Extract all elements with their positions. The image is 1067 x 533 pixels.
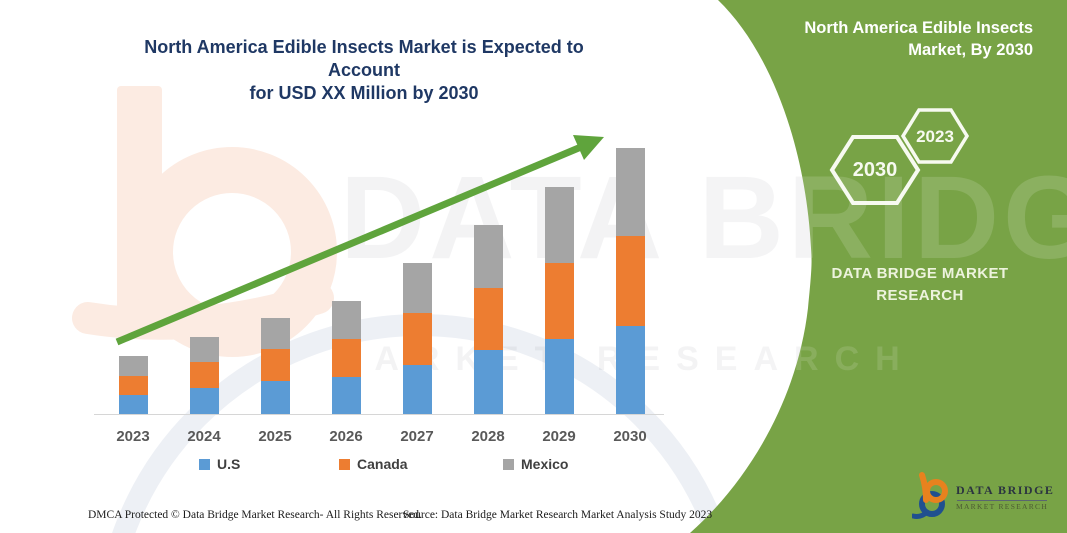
data-bridge-logo: DATA BRIDGE MARKET RESEARCH bbox=[912, 470, 1055, 520]
chart-title: North America Edible Insects Market is E… bbox=[114, 36, 614, 105]
x-axis-line bbox=[94, 414, 664, 415]
bar-segment-mexico-2023 bbox=[118, 356, 148, 376]
bar-segment-us-2025 bbox=[260, 381, 290, 414]
x-tick-2028: 2028 bbox=[471, 428, 505, 445]
bar-segment-canada-2025 bbox=[260, 349, 290, 381]
legend-label: Canada bbox=[357, 456, 408, 472]
legend-item-canada: Canada bbox=[339, 456, 408, 472]
hexagon-2030-label: 2030 bbox=[852, 159, 898, 181]
bar-segment-canada-2030 bbox=[615, 236, 645, 326]
x-tick-2030: 2030 bbox=[613, 428, 647, 445]
panel-brand-line1: DATA BRIDGE MARKET bbox=[831, 265, 1009, 282]
side-panel-background bbox=[690, 0, 1067, 533]
legend-label: U.S bbox=[217, 456, 241, 472]
logo-d-tail bbox=[912, 509, 930, 519]
hexagon-2030 bbox=[829, 135, 921, 205]
logo-brand-text: DATA BRIDGE bbox=[956, 483, 1055, 497]
footer-source-text: Source: Data Bridge Market Research Mark… bbox=[403, 509, 713, 521]
bar-segment-mexico-2030 bbox=[615, 148, 645, 236]
legend-item-mexico: Mexico bbox=[503, 456, 568, 472]
bar-segment-us-2029 bbox=[544, 339, 574, 414]
footer-dmca-text: DMCA Protected © Data Bridge Market Rese… bbox=[88, 509, 422, 521]
bar-segment-us-2027 bbox=[402, 365, 432, 414]
x-tick-2029: 2029 bbox=[542, 428, 576, 445]
panel-heading-line1: North America Edible Insects bbox=[804, 19, 1033, 37]
bar-segment-us-2028 bbox=[473, 350, 503, 414]
bar-segment-canada-2023 bbox=[118, 376, 148, 395]
bar-segment-canada-2024 bbox=[189, 362, 219, 388]
logo-b-bowl bbox=[924, 479, 948, 503]
logo-b-stem bbox=[919, 472, 929, 503]
chart-title-line2: for USD XX Million by 2030 bbox=[249, 83, 479, 103]
legend-swatch-icon bbox=[339, 458, 350, 470]
bar-segment-us-2030 bbox=[615, 326, 645, 414]
hexagon-2023 bbox=[900, 108, 970, 164]
bar-segment-us-2026 bbox=[331, 377, 361, 414]
x-tick-2026: 2026 bbox=[329, 428, 363, 445]
bar-segment-us-2024 bbox=[189, 388, 219, 414]
legend-swatch-icon bbox=[503, 458, 514, 470]
data-bridge-logo-icon bbox=[912, 472, 948, 519]
x-tick-2023: 2023 bbox=[116, 428, 150, 445]
panel-heading: North America Edible Insects Market, By … bbox=[770, 17, 1033, 61]
legend-swatch-icon bbox=[199, 458, 210, 470]
x-tick-2024: 2024 bbox=[187, 428, 221, 445]
bar-segment-canada-2026 bbox=[331, 339, 361, 377]
logo-sub-text: MARKET RESEARCH bbox=[956, 502, 1049, 511]
panel-brand-line2: RESEARCH bbox=[876, 287, 964, 304]
x-tick-2025: 2025 bbox=[258, 428, 292, 445]
hexagon-2023-label: 2023 bbox=[916, 127, 954, 146]
panel-heading-line2: Market, By 2030 bbox=[908, 41, 1033, 59]
logo-d-bowl bbox=[919, 491, 945, 517]
bar-segment-us-2023 bbox=[118, 395, 148, 414]
panel-brand-text: DATA BRIDGE MARKET RESEARCH bbox=[800, 263, 1040, 307]
legend-label: Mexico bbox=[521, 456, 569, 472]
logo-divider bbox=[957, 500, 1047, 501]
legend-item-us: U.S bbox=[199, 456, 240, 472]
chart-title-line1: North America Edible Insects Market is E… bbox=[144, 37, 584, 80]
x-tick-2027: 2027 bbox=[400, 428, 434, 445]
